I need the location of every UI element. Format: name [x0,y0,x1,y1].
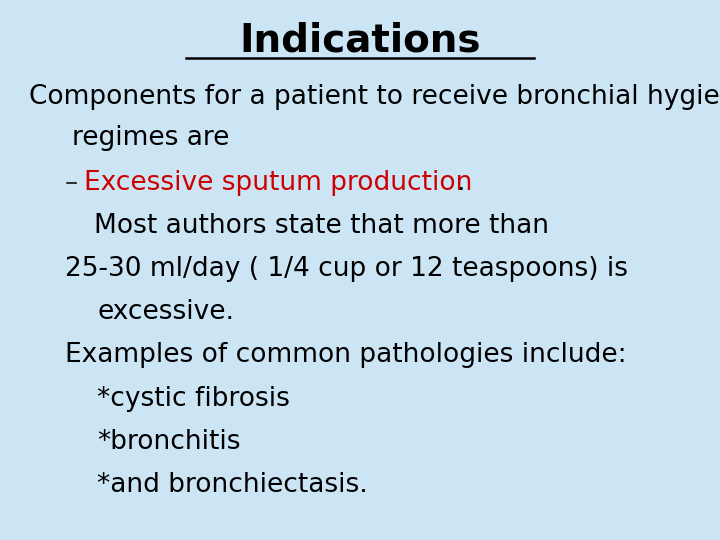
Text: *bronchitis: *bronchitis [97,429,240,455]
Text: .: . [456,170,465,195]
Text: 25-30 ml/day ( 1/4 cup or 12 teaspoons) is: 25-30 ml/day ( 1/4 cup or 12 teaspoons) … [65,256,628,282]
Text: *and bronchiectasis.: *and bronchiectasis. [97,472,368,498]
Text: Components for a patient to receive bronchial hygiene: Components for a patient to receive bron… [29,84,720,110]
Text: *cystic fibrosis: *cystic fibrosis [97,386,290,411]
Text: Excessive sputum production: Excessive sputum production [84,170,472,195]
Text: Most authors state that more than: Most authors state that more than [94,213,549,239]
Text: Indications: Indications [239,22,481,59]
Text: excessive.: excessive. [97,299,234,325]
Text: Examples of common pathologies include:: Examples of common pathologies include: [65,342,626,368]
Text: regimes are: regimes are [72,125,230,151]
Text: –: – [65,170,86,195]
